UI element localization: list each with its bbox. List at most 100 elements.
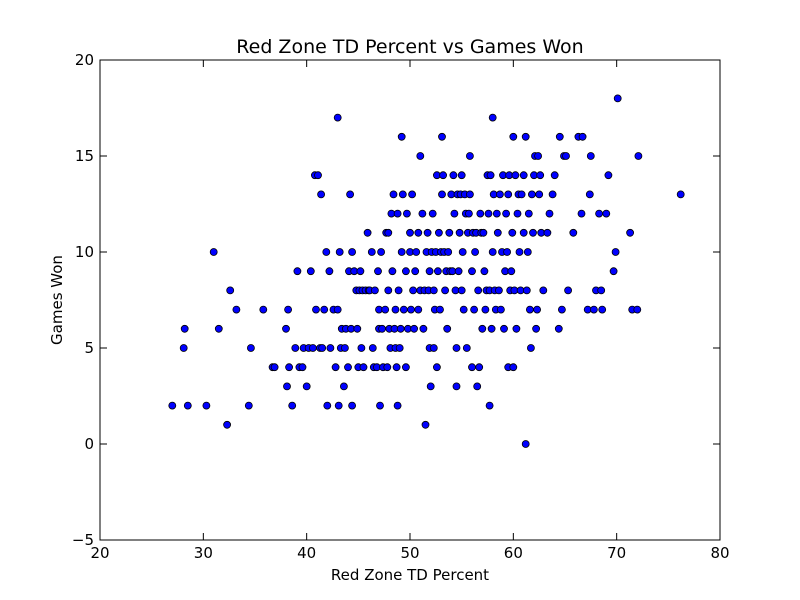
data-point — [333, 305, 342, 314]
data-point — [377, 248, 386, 256]
data-point — [392, 363, 401, 372]
data-point — [383, 363, 392, 372]
data-point — [391, 305, 400, 314]
data-point — [602, 209, 611, 218]
x-axis-title: Red Zone TD Percent — [331, 566, 489, 584]
data-point — [367, 248, 376, 256]
data-point — [484, 209, 493, 218]
data-point — [478, 324, 487, 333]
data-point — [543, 228, 552, 237]
data-point — [586, 152, 595, 160]
data-point — [433, 267, 442, 276]
data-point — [397, 132, 406, 141]
data-point — [488, 113, 497, 122]
data-point — [476, 209, 485, 218]
data-point — [495, 190, 504, 199]
data-point — [428, 209, 437, 218]
data-point — [429, 286, 438, 295]
data-point — [528, 190, 536, 199]
data-point — [444, 248, 453, 256]
data-point — [464, 209, 473, 218]
data-point — [409, 286, 418, 295]
data-point — [314, 171, 322, 180]
data-point — [475, 363, 484, 372]
data-point — [348, 401, 357, 410]
data-point — [384, 228, 393, 237]
data-point — [317, 190, 326, 199]
data-point — [285, 363, 294, 372]
data-point — [436, 305, 444, 314]
data-point — [480, 267, 489, 276]
y-tick-label: 5 — [84, 339, 94, 357]
data-point — [458, 248, 467, 256]
chart-title: Red Zone TD Percent vs Games Won — [236, 36, 583, 58]
y-axis-title: Games Won — [48, 255, 66, 345]
data-point — [401, 363, 410, 372]
points-layer — [168, 94, 685, 448]
data-point — [521, 440, 530, 448]
x-tick-label: 40 — [297, 544, 316, 562]
data-point — [479, 228, 488, 237]
data-point — [539, 286, 548, 295]
y-tick-label: 0 — [84, 435, 94, 453]
x-tick-label: 30 — [194, 544, 213, 562]
data-point — [226, 286, 235, 295]
data-point — [513, 209, 522, 218]
data-point — [419, 324, 428, 333]
data-point — [302, 382, 311, 391]
data-point — [496, 305, 505, 314]
data-point — [284, 305, 293, 314]
data-point — [308, 344, 317, 352]
data-point — [503, 248, 512, 256]
data-point — [298, 363, 307, 372]
data-point — [202, 401, 211, 410]
data-point — [508, 228, 517, 237]
data-point — [180, 324, 189, 333]
data-point — [439, 171, 448, 180]
data-point — [394, 286, 403, 295]
data-point — [370, 286, 379, 295]
data-point — [381, 305, 390, 314]
data-point — [590, 305, 598, 314]
data-point — [393, 401, 402, 410]
data-point — [485, 401, 494, 410]
data-point — [452, 344, 461, 352]
data-point — [462, 344, 471, 352]
data-point — [468, 267, 476, 276]
data-point — [481, 305, 490, 314]
data-point — [445, 228, 454, 237]
data-point — [334, 401, 343, 410]
data-point — [492, 209, 501, 218]
data-point — [426, 382, 435, 391]
data-point — [429, 344, 438, 352]
data-point — [459, 305, 468, 314]
data-point — [443, 324, 452, 333]
data-point — [322, 248, 331, 256]
data-point — [676, 190, 685, 199]
data-point — [500, 324, 508, 333]
data-point — [595, 209, 603, 218]
x-tick-label: 50 — [400, 544, 419, 562]
data-point — [609, 267, 618, 276]
data-point — [454, 267, 463, 276]
data-point — [340, 344, 349, 352]
data-point — [410, 324, 419, 333]
data-point — [344, 363, 352, 372]
data-point — [259, 305, 268, 314]
data-point — [331, 363, 340, 372]
data-point — [214, 324, 223, 333]
data-point — [425, 267, 434, 276]
data-point — [515, 248, 524, 256]
data-point — [504, 190, 513, 199]
data-point — [323, 401, 332, 410]
data-point — [474, 286, 483, 295]
data-point — [401, 267, 410, 276]
data-point — [534, 152, 542, 160]
y-tick-label: −5 — [72, 531, 94, 549]
data-point — [357, 344, 366, 352]
data-point — [168, 401, 177, 410]
data-point — [487, 324, 496, 333]
data-point — [604, 171, 613, 180]
data-point — [339, 382, 348, 391]
